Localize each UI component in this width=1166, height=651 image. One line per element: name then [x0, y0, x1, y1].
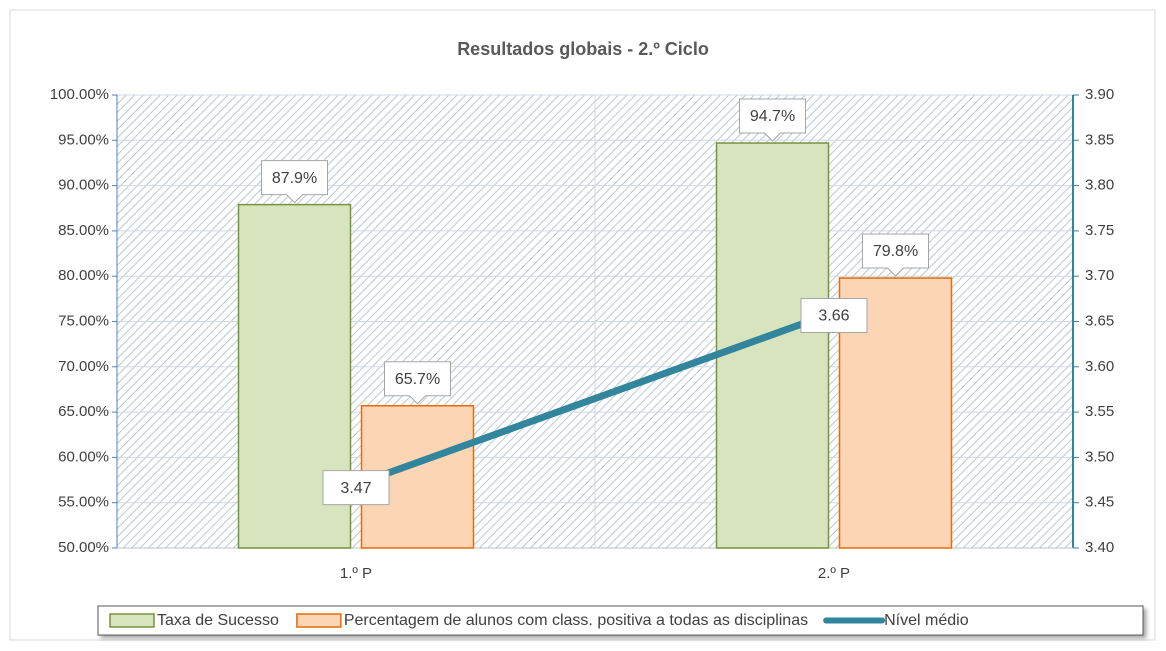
y2-tick-label: 3.80: [1085, 177, 1114, 194]
x-tick-label: 1.º P: [340, 565, 372, 582]
y-tick-label: 60.00%: [58, 448, 109, 465]
y-tick-label: 100.00%: [50, 86, 109, 103]
chart-title: Resultados globais - 2.º Ciclo: [457, 39, 709, 59]
y2-tick-label: 3.85: [1085, 131, 1114, 148]
legend-label: Percentagem de alunos com class. positiv…: [344, 612, 808, 629]
y2-tick-label: 3.90: [1085, 86, 1114, 103]
y-tick-label: 75.00%: [58, 312, 109, 329]
data-label-box: [261, 160, 328, 204]
y-tick-label: 65.00%: [58, 403, 109, 420]
y-tick-label: 50.00%: [58, 539, 109, 556]
y-tick-label: 85.00%: [58, 222, 109, 239]
data-label-box: [862, 233, 929, 277]
data-label: 79.8%: [873, 243, 918, 260]
legend-swatch: [296, 613, 342, 628]
y-tick-label: 55.00%: [58, 494, 109, 511]
x-tick-label: 2.º P: [818, 565, 850, 582]
y-tick-label: 90.00%: [58, 177, 109, 194]
data-label-box: [800, 297, 868, 333]
legend-label: Nível médio: [884, 612, 969, 629]
data-label: 65.7%: [395, 371, 440, 388]
y2-tick-label: 3.70: [1085, 267, 1114, 284]
data-label-box: [384, 361, 451, 405]
data-label: 87.9%: [272, 170, 317, 187]
line: [354, 309, 836, 488]
y-tick-label: 80.00%: [58, 267, 109, 284]
y2-tick-label: 3.55: [1085, 403, 1114, 420]
y-tick-label: 95.00%: [58, 131, 109, 148]
data-label-box: [739, 98, 806, 142]
y2-tick-label: 3.40: [1085, 539, 1114, 556]
y-tick-label: 70.00%: [58, 358, 109, 375]
y2-tick-label: 3.75: [1085, 222, 1114, 239]
y2-tick-label: 3.45: [1085, 494, 1114, 511]
y2-tick-label: 3.65: [1085, 312, 1114, 329]
legend-label: Taxa de Sucesso: [157, 612, 279, 629]
data-label-box: [322, 470, 390, 506]
legend-box: [97, 605, 1144, 636]
y2-tick-label: 3.60: [1085, 358, 1114, 375]
data-label: 3.47: [340, 480, 371, 497]
data-label: 94.7%: [750, 108, 795, 125]
legend-swatch: [109, 613, 155, 628]
y2-tick-label: 3.50: [1085, 448, 1114, 465]
data-label: 3.66: [818, 308, 849, 325]
